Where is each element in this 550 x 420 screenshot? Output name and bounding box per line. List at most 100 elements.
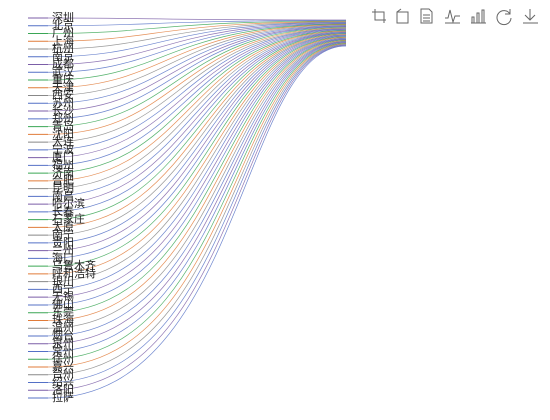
leaf-label: 东莞 xyxy=(52,306,74,319)
link xyxy=(47,24,347,89)
leaf-label: 西宁 xyxy=(52,281,74,295)
leaf-label: 苏州 xyxy=(52,96,74,109)
zoom-reset-button[interactable] xyxy=(396,8,409,24)
leaf-label: 武汉 xyxy=(52,65,74,78)
leaf-label: 昆明 xyxy=(52,182,74,195)
leaf-label: 嘉兴 xyxy=(52,359,74,373)
leaf-label: 成都 xyxy=(52,58,74,71)
leaf-label: 宁波 xyxy=(52,142,74,156)
link xyxy=(47,34,347,236)
leaf-label: 南京 xyxy=(52,49,74,63)
leaf-label: 无锡 xyxy=(52,289,74,303)
leaf-label: 深圳 xyxy=(52,11,74,24)
link xyxy=(47,25,347,104)
leaf-label: 大连 xyxy=(52,134,74,148)
link xyxy=(47,29,347,158)
links xyxy=(47,17,347,399)
leaf-label: 台州 xyxy=(52,367,74,381)
link xyxy=(47,40,347,321)
link xyxy=(47,41,347,337)
toolbox xyxy=(372,8,538,26)
data-view-button[interactable] xyxy=(420,8,433,24)
leaf-label: 北京 xyxy=(52,18,74,32)
link xyxy=(47,33,347,228)
link xyxy=(47,42,347,352)
link xyxy=(47,28,347,151)
zoom-button[interactable] xyxy=(372,9,386,23)
link xyxy=(47,42,347,360)
link xyxy=(47,36,347,267)
link xyxy=(47,21,347,42)
link xyxy=(47,33,347,220)
leaf-label: 佛山 xyxy=(52,298,74,311)
leaf-label: 徐州 xyxy=(52,351,74,365)
link xyxy=(47,38,347,298)
leaf-label: 广州 xyxy=(52,27,74,40)
leaf-label: 上海 xyxy=(52,33,74,47)
link xyxy=(47,31,347,189)
link xyxy=(47,44,347,376)
link xyxy=(47,24,347,96)
leaf-label: 青岛 xyxy=(52,119,74,133)
leaf-label: 呼和浩特 xyxy=(52,266,96,280)
leaf-label: 常州 xyxy=(52,344,74,357)
leaf-label: 重庆 xyxy=(52,72,74,86)
leaf-label: 银川 xyxy=(52,274,74,288)
leaf-label: 长沙 xyxy=(52,104,74,117)
link xyxy=(47,36,347,259)
link xyxy=(47,26,347,112)
leaf-label: 杭州 xyxy=(52,41,74,55)
leaf-label: 贵阳 xyxy=(52,236,74,249)
leaf-label: 哈尔滨 xyxy=(52,196,85,210)
link xyxy=(47,22,347,65)
leaf-label: 南宁 xyxy=(52,227,74,241)
bar-button[interactable] xyxy=(471,9,486,24)
leaf-label: 石家庄 xyxy=(52,212,85,226)
link xyxy=(47,28,347,143)
link xyxy=(47,44,347,383)
link xyxy=(47,23,347,73)
leaf-label: 郑州 xyxy=(52,111,74,125)
leaf-label: 温州 xyxy=(52,321,74,334)
leaf-label: 长春 xyxy=(52,205,74,218)
link xyxy=(47,37,347,283)
save-button[interactable] xyxy=(523,9,538,24)
leaf-label: 烟台 xyxy=(52,328,74,342)
leaf-label: 福州 xyxy=(52,157,74,171)
leaf-label: 绍兴 xyxy=(52,374,74,388)
leaf-label: 济南 xyxy=(52,165,74,179)
link xyxy=(47,22,347,58)
link xyxy=(47,20,347,34)
leaf-label: 西安 xyxy=(52,88,74,102)
leaf-label: 兰州 xyxy=(52,244,74,257)
link xyxy=(47,38,347,290)
link xyxy=(47,30,347,174)
leaf-label: 合肥 xyxy=(52,173,74,187)
leaf-label: 洛阳 xyxy=(52,382,74,396)
line-button[interactable] xyxy=(445,9,460,24)
link xyxy=(47,37,347,275)
link xyxy=(47,41,347,345)
link xyxy=(47,30,347,182)
link xyxy=(47,45,347,391)
link xyxy=(47,40,347,329)
leaf-label: 泉州 xyxy=(52,336,74,350)
link xyxy=(47,29,347,166)
leaves: 深圳北京广州上海杭州南京成都武汉重庆天津西安苏州长沙郑州青岛沈阳大连宁波厦门福州… xyxy=(28,11,96,404)
link xyxy=(47,23,347,81)
link xyxy=(47,21,347,50)
leaf-label: 海口 xyxy=(52,250,74,264)
link xyxy=(47,27,347,127)
leaf-label: 乌鲁木齐 xyxy=(52,258,96,272)
link xyxy=(47,43,347,368)
leaf-label: 拉萨 xyxy=(52,390,74,404)
link xyxy=(47,27,347,135)
link xyxy=(47,39,347,314)
link xyxy=(47,45,347,399)
restore-button[interactable] xyxy=(496,9,512,26)
leaf-label: 沈阳 xyxy=(52,126,74,140)
leaf-label: 南昌 xyxy=(52,189,74,202)
leaf-label: 天津 xyxy=(52,81,74,94)
leaf-label: 太原 xyxy=(52,220,74,233)
